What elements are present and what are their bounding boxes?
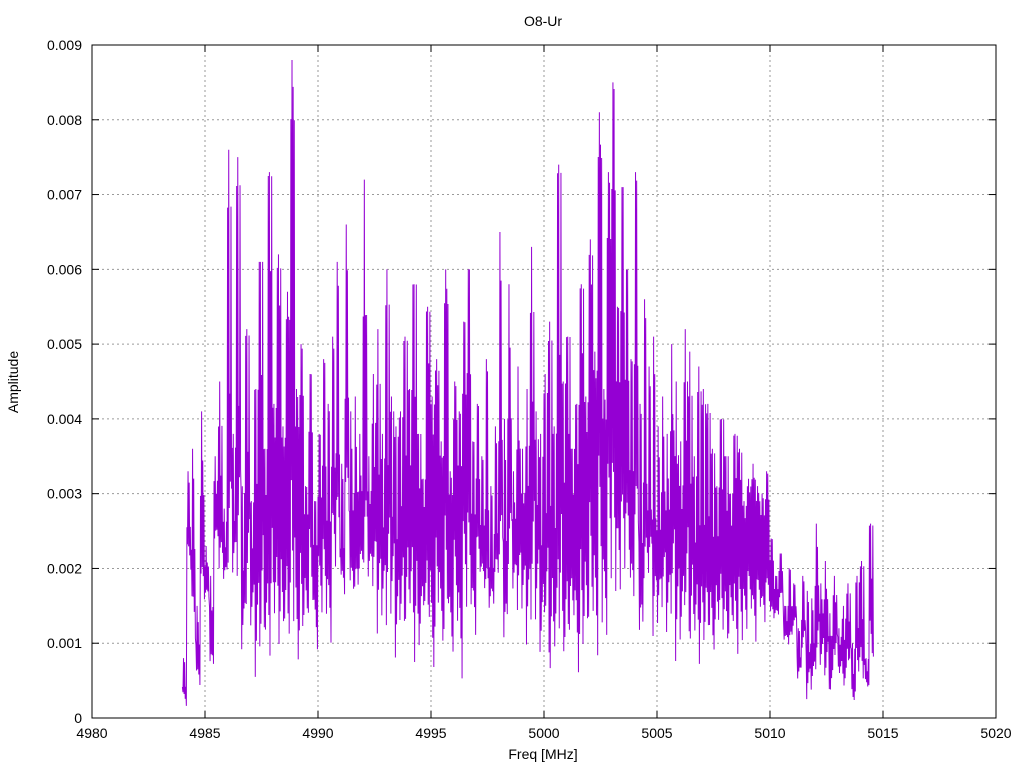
- x-tick-label: 5020: [980, 725, 1011, 741]
- x-tick-label: 5015: [867, 725, 898, 741]
- x-tick-label: 4990: [302, 725, 333, 741]
- y-tick-label: 0.007: [47, 187, 82, 203]
- x-tick-label: 4985: [189, 725, 220, 741]
- x-tick-label: 4995: [415, 725, 446, 741]
- y-tick-label: 0.008: [47, 112, 82, 128]
- x-tick-label: 5000: [528, 725, 559, 741]
- x-tick-label: 5005: [641, 725, 672, 741]
- y-tick-label: 0.003: [47, 486, 82, 502]
- y-tick-label: 0.002: [47, 560, 82, 576]
- plot-frame: [91, 44, 997, 719]
- y-axis-label: Amplitude: [5, 351, 21, 413]
- x-axis-label: Freq [MHz]: [508, 746, 577, 762]
- series-lines: [181, 59, 874, 706]
- series-line-0: [181, 59, 874, 706]
- x-tick-label: 5010: [754, 725, 785, 741]
- y-tick-label: 0.009: [47, 37, 82, 53]
- y-tick-label: 0.005: [47, 336, 82, 352]
- y-tick-label: 0.001: [47, 635, 82, 651]
- tick-labels: 4980 4985 4990 4995 5000 5005 5010 5015 5020 0 0.0…: [47, 37, 1012, 741]
- x-tick-label: 4980: [76, 725, 107, 741]
- chart-title: O8-Ur: [524, 13, 562, 29]
- y-tick-label: 0.004: [47, 411, 82, 427]
- y-tick-label: 0: [74, 710, 82, 726]
- y-tick-label: 0.006: [47, 261, 82, 277]
